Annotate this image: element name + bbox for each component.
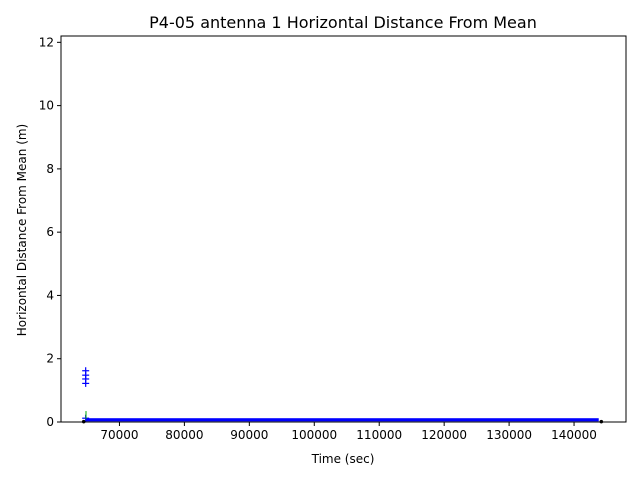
y-tick-label: 0 — [46, 415, 54, 429]
x-tick-label: 80000 — [165, 428, 203, 442]
y-axis-ticks: 0 2 4 6 8 10 12 — [39, 35, 61, 429]
x-tick-label: 130000 — [486, 428, 532, 442]
x-axis-ticks: 70000 80000 90000 100000 110000 120000 130000 1… — [100, 422, 597, 442]
y-tick-label: 6 — [46, 225, 54, 239]
data-point — [82, 379, 90, 387]
x-tick-label: 110000 — [356, 428, 402, 442]
x-tick-label: 70000 — [100, 428, 138, 442]
y-tick-label: 10 — [39, 99, 54, 113]
data-marks — [81, 367, 604, 424]
data-band — [85, 418, 599, 422]
x-axis-label: Time (sec) — [311, 452, 375, 466]
y-tick-label: 4 — [46, 288, 54, 302]
x-tick-label: 120000 — [421, 428, 467, 442]
axes-frame — [60, 35, 627, 423]
x-tick-label: 90000 — [230, 428, 268, 442]
chart-title: P4-05 antenna 1 Horizontal Distance From… — [149, 13, 537, 32]
y-tick-label: 8 — [46, 162, 54, 176]
y-tick-label: 2 — [46, 352, 54, 366]
y-axis-label: Horizontal Distance From Mean (m) — [15, 124, 29, 336]
x-tick-label: 140000 — [551, 428, 597, 442]
x-tick-label: 100000 — [291, 428, 337, 442]
y-tick-label: 12 — [39, 35, 54, 49]
